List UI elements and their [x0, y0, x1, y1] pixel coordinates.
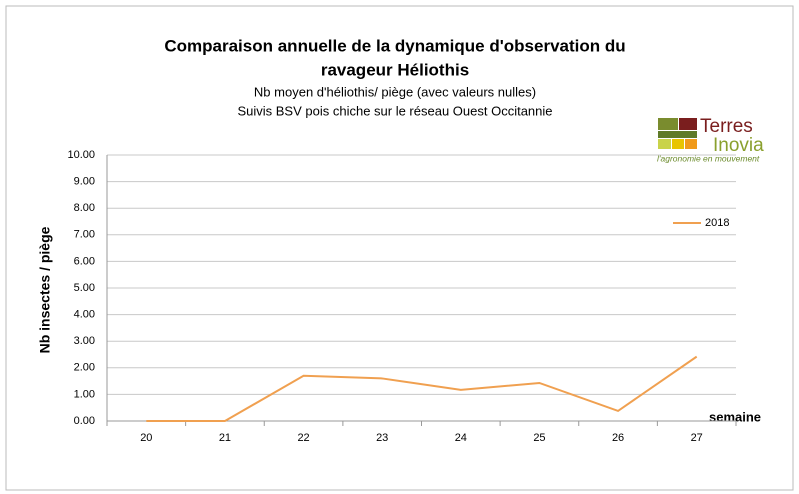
y-tick-label: 10.00: [67, 149, 95, 161]
logo-tagline: l'agronomie en mouvement: [657, 153, 760, 163]
x-tick-label: 27: [691, 432, 703, 444]
y-tick-label: 8.00: [74, 202, 95, 214]
y-tick-label: 7.00: [74, 229, 95, 241]
x-tick-label: 25: [533, 432, 545, 444]
logo-block: [685, 139, 697, 149]
x-tick-label: 23: [376, 432, 388, 444]
chart-subtitle: Nb moyen d'héliothis/ piège (avec valeur…: [254, 84, 536, 99]
logo: Terres Inovia l'agronomie en mouvement: [657, 116, 764, 163]
x-tick-label: 26: [612, 432, 624, 444]
chart-frame: [5, 5, 794, 491]
chart-subtitle: Suivis BSV pois chiche sur le réseau Oue…: [237, 103, 552, 118]
logo-block: [658, 118, 678, 130]
logo-block: [672, 139, 684, 149]
logo-block: [658, 139, 671, 149]
x-tick-label: 22: [297, 432, 309, 444]
x-tick-label: 24: [455, 432, 467, 444]
logo-text: Inovia: [713, 135, 764, 156]
y-tick-label: 3.00: [74, 335, 95, 347]
y-tick-label: 0.00: [74, 415, 95, 427]
legend-label: 2018: [705, 217, 729, 229]
chart-title: Comparaison annuelle de la dynamique d'o…: [164, 36, 625, 55]
x-tick-label: 21: [219, 432, 231, 444]
logo-block: [679, 118, 697, 130]
series-line: [146, 355, 698, 422]
logo-block: [658, 131, 697, 138]
x-axis-label: semaine: [709, 409, 761, 424]
logo-text: Terres: [700, 116, 753, 137]
chart-title: ravageur Héliothis: [321, 60, 469, 79]
y-tick-label: 9.00: [74, 176, 95, 188]
y-tick-label: 2.00: [74, 362, 95, 374]
y-tick-label: 5.00: [74, 282, 95, 294]
y-tick-label: 4.00: [74, 309, 95, 321]
y-tick-label: 6.00: [74, 255, 95, 267]
x-tick-label: 20: [140, 432, 152, 444]
y-axis-label: Nb insectes / piège: [37, 226, 53, 353]
y-tick-label: 1.00: [74, 388, 95, 400]
